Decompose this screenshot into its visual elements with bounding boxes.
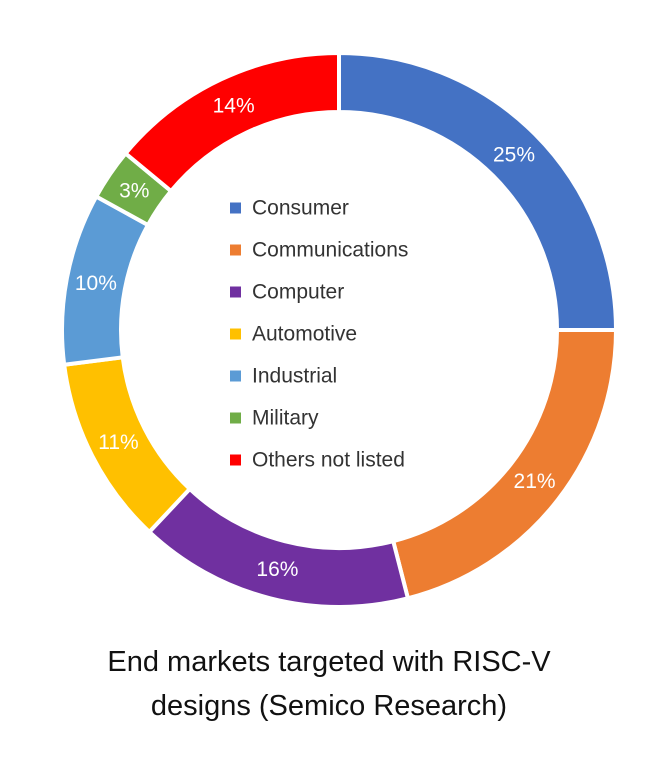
slice-label-military: 3% xyxy=(119,179,149,202)
legend-item-military: Military xyxy=(230,407,319,430)
slice-others-not-listed xyxy=(122,50,341,194)
legend-swatch-computer xyxy=(230,286,241,298)
legend-item-consumer: Consumer xyxy=(230,197,349,220)
legend-swatch-others-not-listed xyxy=(230,454,241,466)
caption-line-1: End markets targeted with RISC-V xyxy=(107,646,551,678)
legend-swatch-industrial xyxy=(230,370,241,382)
legend-label-military: Military xyxy=(252,407,319,430)
caption-line-2: designs (Semico Research) xyxy=(150,690,508,722)
legend-item-industrial: Industrial xyxy=(230,365,337,388)
legend-swatch-communications xyxy=(230,244,241,256)
slice-label-industrial: 10% xyxy=(75,272,117,295)
slice-computer xyxy=(146,486,411,609)
legend: Consumer Communications Computer Automotive… xyxy=(230,197,408,472)
legend-item-automotive: Automotive xyxy=(230,323,357,346)
slice-label-communications: 21% xyxy=(514,470,556,493)
donut-chart: 25% 21% 16% 11% 10% 3% 14% Consumer Communicati… xyxy=(60,50,619,609)
slice-labels: 25% 21% 16% 11% 10% 3% 14% xyxy=(75,95,556,582)
legend-label-automotive: Automotive xyxy=(252,323,357,346)
legend-label-industrial: Industrial xyxy=(252,365,337,388)
legend-swatch-automotive xyxy=(230,328,241,340)
slice-consumer xyxy=(337,50,619,332)
legend-label-computer: Computer xyxy=(252,281,344,304)
slice-label-automotive: 11% xyxy=(98,431,138,454)
legend-label-consumer: Consumer xyxy=(252,197,349,220)
chart-caption: End markets targeted with RISC-V designs… xyxy=(0,640,658,728)
slice-label-computer: 16% xyxy=(256,558,298,581)
legend-item-others-not-listed: Others not listed xyxy=(230,449,405,472)
slice-label-consumer: 25% xyxy=(493,143,535,166)
legend-label-communications: Communications xyxy=(252,239,408,262)
legend-label-others-not-listed: Others not listed xyxy=(252,449,405,472)
donut-slices xyxy=(60,50,619,609)
legend-swatch-military xyxy=(230,412,241,424)
legend-swatch-consumer xyxy=(230,202,241,214)
slice-communications xyxy=(390,328,619,601)
legend-item-communications: Communications xyxy=(230,239,408,262)
legend-item-computer: Computer xyxy=(230,281,344,304)
slice-label-others-not-listed: 14% xyxy=(213,95,255,118)
